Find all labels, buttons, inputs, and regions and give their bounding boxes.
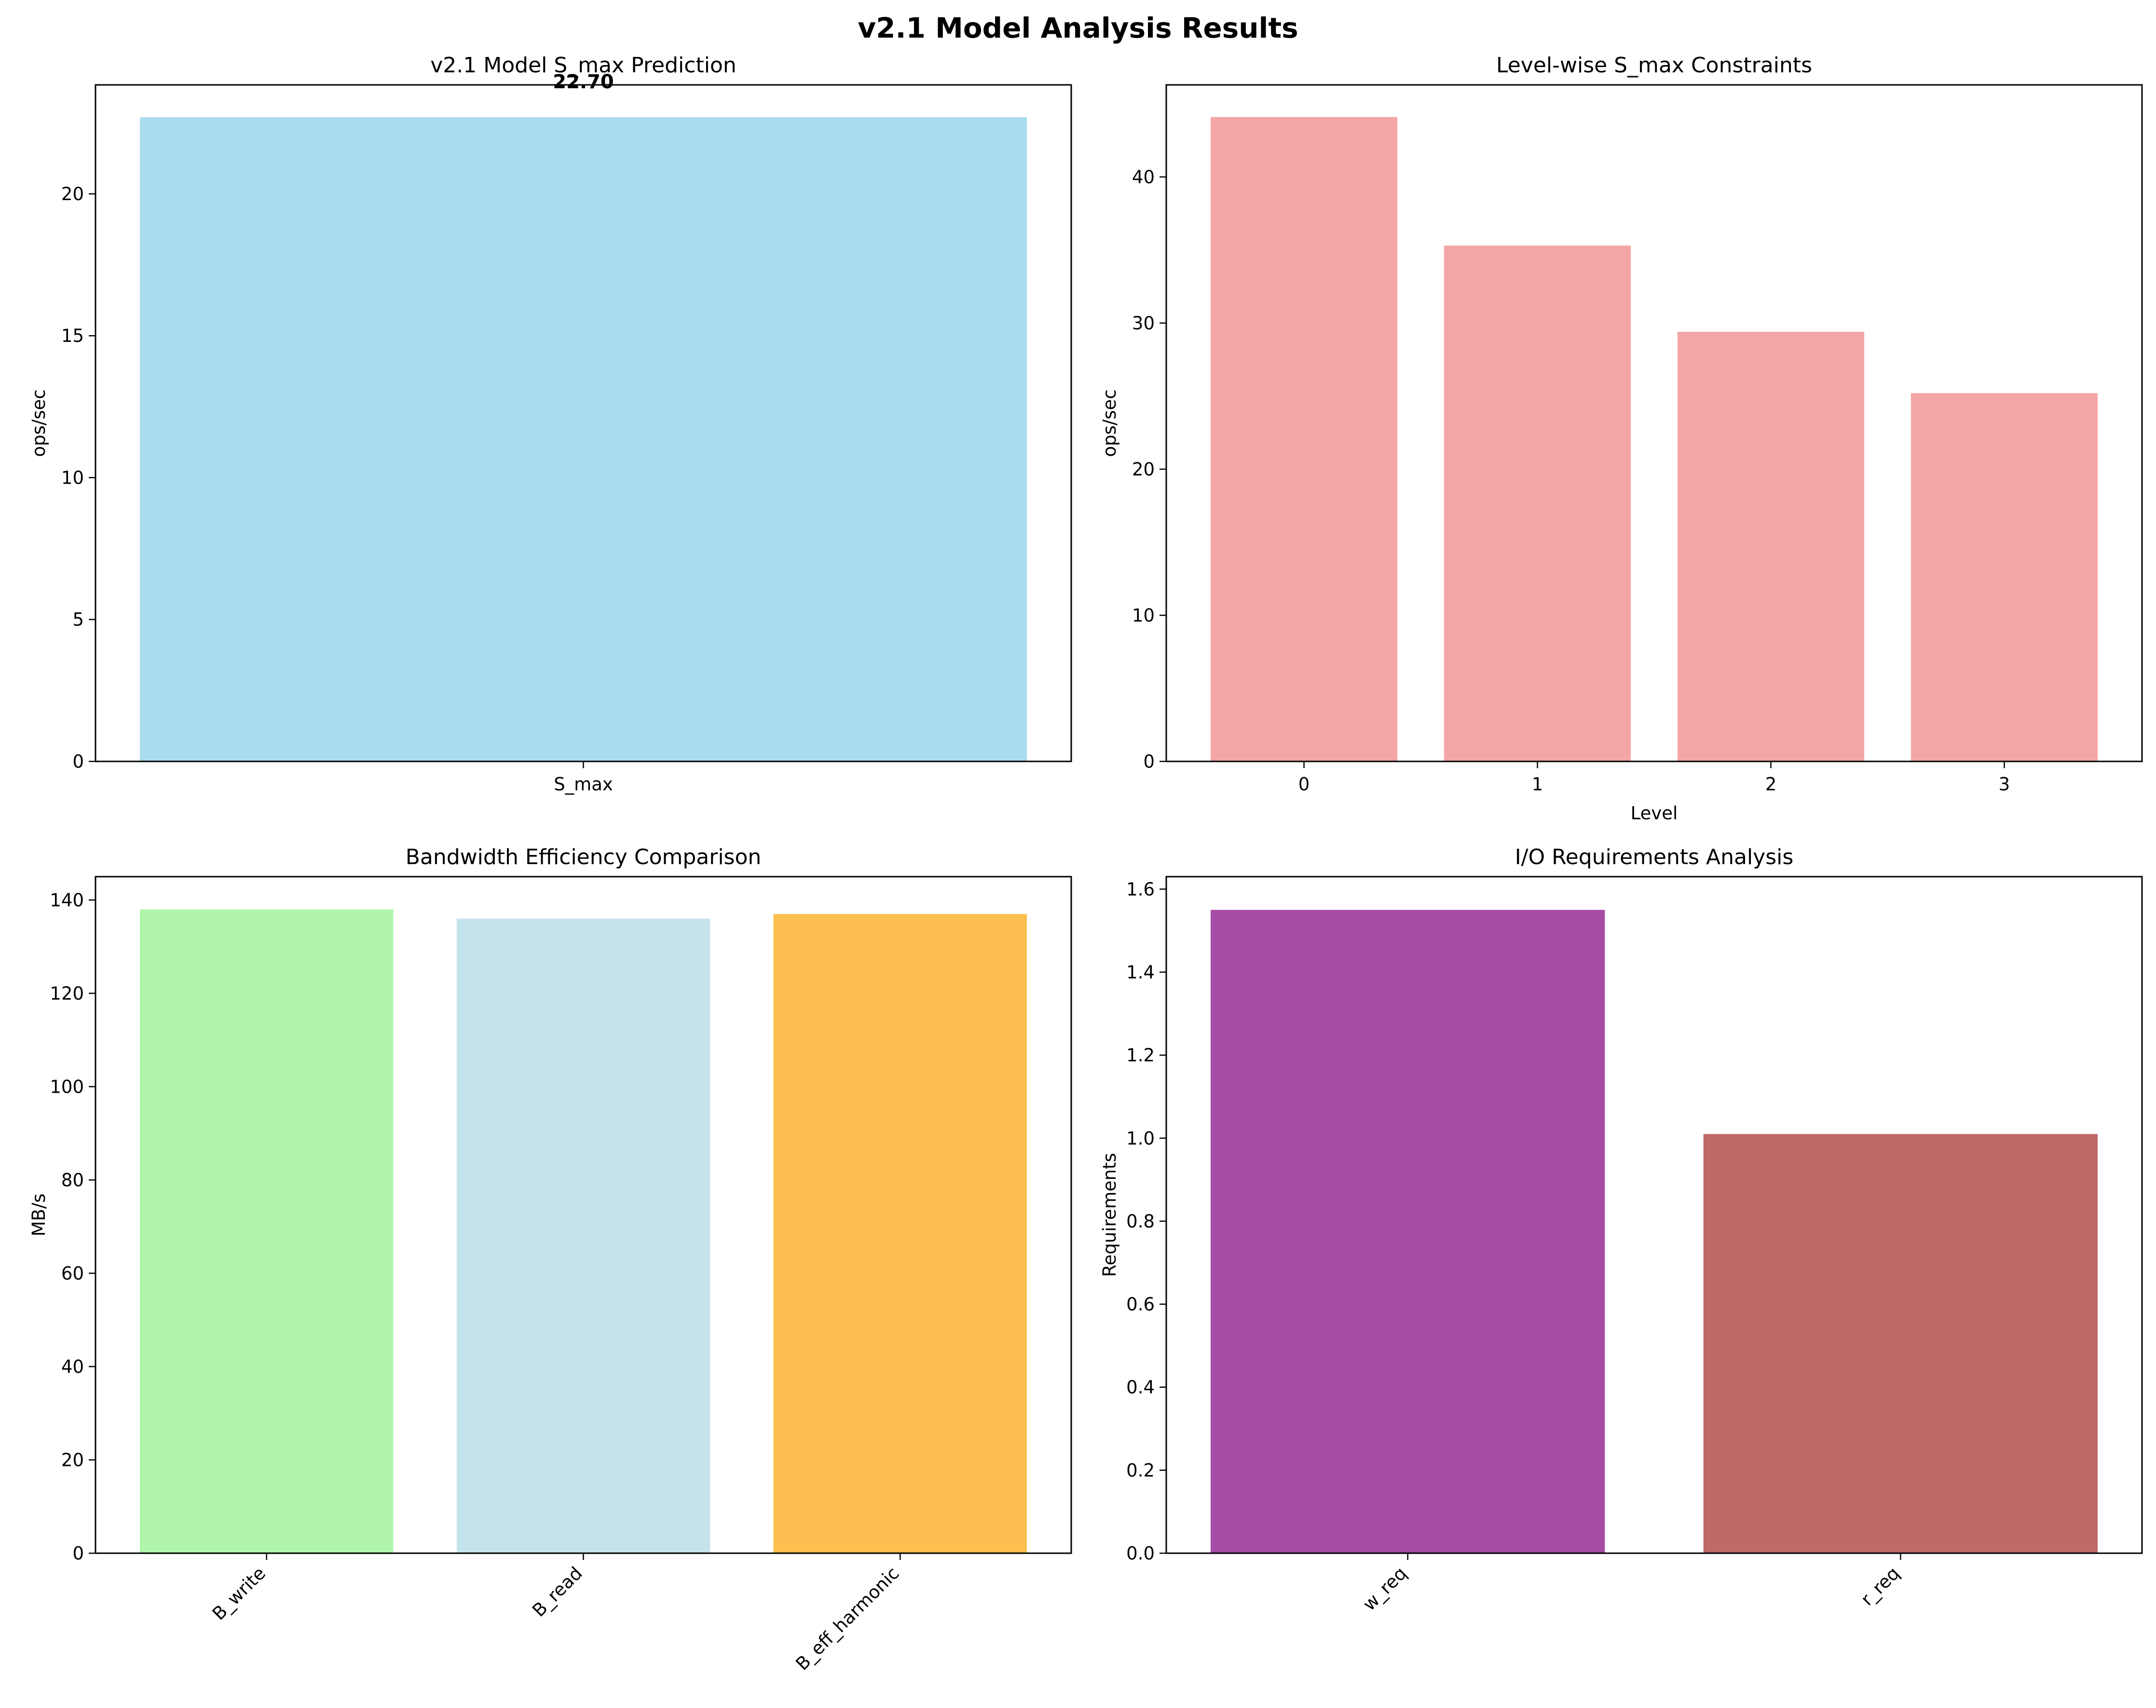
y-tick-label: 80 <box>61 1170 84 1191</box>
y-tick-label: 100 <box>50 1076 84 1097</box>
chart-title: Level-wise S_max Constraints <box>1496 53 1812 78</box>
y-tick-label: 30 <box>1132 313 1155 334</box>
bar-B_write <box>139 909 394 1553</box>
y-tick-label: 0 <box>1143 751 1155 772</box>
y-tick-label: 1.4 <box>1126 962 1155 983</box>
chart-title: Bandwidth Efficiency Comparison <box>406 845 762 869</box>
x-tick-label: 3 <box>1999 774 2010 795</box>
x-tick-label: 2 <box>1765 774 1777 795</box>
y-axis-label: ops/sec <box>1099 389 1120 457</box>
y-tick-label: 0.8 <box>1126 1211 1155 1232</box>
bar-0 <box>1210 117 1398 761</box>
y-axis-label: ops/sec <box>28 389 49 457</box>
data-label: 22.70 <box>553 71 614 93</box>
y-tick-label: 60 <box>61 1263 84 1284</box>
chart-title: v2.1 Model S_max Prediction <box>430 53 736 78</box>
x-tick-label: S_max <box>554 774 613 795</box>
bar-1 <box>1444 245 1631 761</box>
axes-frame <box>1165 84 2143 762</box>
y-tick-label: 0 <box>72 1543 84 1564</box>
y-tick-label: 40 <box>61 1356 84 1377</box>
y-tick-label: 1.0 <box>1126 1128 1155 1149</box>
bar-B_eff_harmonic <box>773 914 1027 1553</box>
y-tick-label: 40 <box>1132 167 1155 188</box>
chart-panel-2: 0 10 20 30 40 0 1 2 3 Level-wise S_max Constraint… <box>1099 53 2143 824</box>
y-tick-label: 20 <box>1132 459 1155 480</box>
x-tick-label: 1 <box>1532 774 1543 795</box>
chart-panel-1: 22.70 0 5 10 15 20 S_max v2.1 Model S_max Predi… <box>28 53 1072 795</box>
bar-S_max <box>139 117 1027 762</box>
figure-title: v2.1 Model Analysis Results <box>858 12 1298 44</box>
chart-title: I/O Requirements Analysis <box>1515 845 1794 869</box>
x-tick-label: 0 <box>1298 774 1310 795</box>
y-tick-label: 0.4 <box>1126 1377 1155 1398</box>
y-tick-label: 10 <box>61 467 84 488</box>
bar-3 <box>1910 393 2098 761</box>
y-tick-label: 1.6 <box>1126 879 1155 900</box>
y-tick-label: 120 <box>50 983 84 1004</box>
bar-2 <box>1677 332 1865 761</box>
y-tick-label: 1.2 <box>1126 1045 1155 1066</box>
y-tick-label: 0.2 <box>1126 1460 1155 1481</box>
y-tick-label: 0 <box>72 751 84 772</box>
y-tick-label: 10 <box>1132 605 1155 626</box>
bar-B_read <box>456 919 710 1553</box>
y-axis-label: MB/s <box>28 1193 49 1236</box>
chart-panel-4: 0.00.20.40.60.81.01.21.41.6w_req r_reqI/O… <box>1099 845 2143 1615</box>
y-tick-label: 20 <box>61 184 84 204</box>
y-axis-label: Requirements <box>1099 1153 1120 1277</box>
axes-frame <box>1165 876 2143 1554</box>
bar-r_req <box>1703 1134 2098 1553</box>
y-tick-label: 20 <box>61 1450 84 1470</box>
bar-w_req <box>1210 909 1605 1553</box>
y-tick-label: 5 <box>72 610 84 630</box>
y-tick-label: 0.6 <box>1126 1294 1155 1315</box>
x-axis-label: Level <box>1631 803 1678 824</box>
y-tick-label: 0.0 <box>1126 1543 1155 1564</box>
y-tick-label: 140 <box>50 890 84 910</box>
y-tick-label: 15 <box>61 325 84 346</box>
